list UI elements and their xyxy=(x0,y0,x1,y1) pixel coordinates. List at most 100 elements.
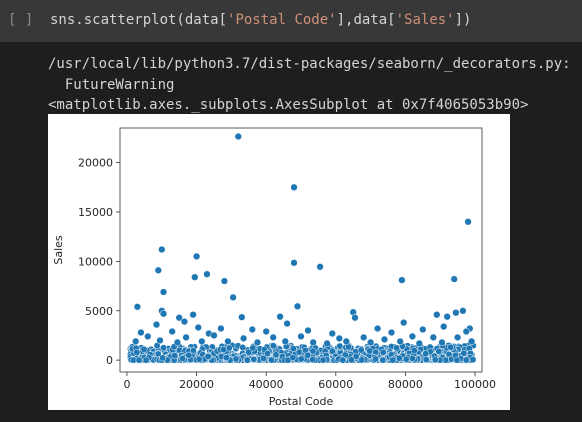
scatter-point xyxy=(189,311,197,319)
scatter-plot: 0 20000 40000 60000 80000 100000 0 5000 10000 15… xyxy=(48,114,510,410)
scatter-point xyxy=(281,337,289,346)
scatter-point xyxy=(396,337,404,346)
scatter-point xyxy=(335,334,343,343)
scatter-point xyxy=(133,303,142,311)
scatter-point xyxy=(297,355,305,363)
scatter-point xyxy=(295,348,303,356)
scatter-point xyxy=(250,355,258,363)
scatter-point xyxy=(137,328,145,337)
scatter-point xyxy=(263,350,271,358)
scatter-point xyxy=(175,314,183,322)
y-axis-label: Sales xyxy=(52,235,65,265)
scatter-point xyxy=(272,351,280,359)
scatter-point xyxy=(467,337,476,346)
scatter-point xyxy=(415,339,423,348)
scatter-point xyxy=(395,354,403,362)
scatter-point xyxy=(283,319,291,328)
scatter-point xyxy=(204,353,212,360)
scatter-point xyxy=(316,263,324,271)
scatter-point xyxy=(297,332,305,341)
code-suffix: ]) xyxy=(454,12,472,28)
scatter-points xyxy=(127,132,477,364)
scatter-point xyxy=(220,346,228,354)
scatter-point xyxy=(304,326,312,335)
scatter-point xyxy=(435,347,443,355)
axes-repr: <matplotlib.axes._subplots.AxesSubplot a… xyxy=(48,97,529,113)
scatter-point xyxy=(249,344,257,352)
scatter-point xyxy=(232,355,240,363)
scatter-point xyxy=(179,355,186,363)
scatter-point xyxy=(168,327,176,336)
scatter-point xyxy=(195,355,203,363)
run-cell-button[interactable]: [ ] xyxy=(8,12,34,28)
x-axis-label: Postal Code xyxy=(269,395,334,408)
scatter-point xyxy=(469,356,477,364)
scatter-point xyxy=(238,313,246,321)
scatter-point xyxy=(380,335,389,344)
scatter-point xyxy=(304,351,312,359)
scatter-point xyxy=(453,333,462,342)
scatter-point xyxy=(293,302,302,310)
scatter-point xyxy=(450,275,458,283)
scatter-point xyxy=(443,313,451,321)
scatter-point xyxy=(159,310,168,318)
scatter-point xyxy=(156,336,164,345)
scatter-point xyxy=(328,329,336,338)
y-tick-label: 5000 xyxy=(85,305,113,318)
scatter-point xyxy=(393,344,401,352)
scatter-point xyxy=(438,338,446,347)
scatter-point xyxy=(276,313,284,321)
x-tick-label: 20000 xyxy=(179,378,214,391)
scatter-point xyxy=(431,356,439,364)
scatter-point xyxy=(366,338,375,347)
code-prefix: sns.scatterplot(data[ xyxy=(50,12,228,28)
scatter-point xyxy=(234,132,242,141)
warning-path: /usr/local/lib/python3.7/dist-packages/s… xyxy=(48,56,571,72)
scatter-point xyxy=(182,333,190,342)
axes-frame xyxy=(119,127,483,373)
scatter-point xyxy=(419,325,427,334)
scatter-point xyxy=(140,345,148,353)
x-tick-label: 100000 xyxy=(454,378,496,391)
x-axis-ticks: 0 20000 40000 60000 80000 100000 xyxy=(123,372,496,391)
scatter-point xyxy=(309,356,317,364)
code-string-postal: 'Postal Code' xyxy=(227,12,337,28)
scatter-point xyxy=(459,307,467,315)
scatter-point xyxy=(269,342,277,350)
x-tick-label: 40000 xyxy=(249,378,284,391)
scatter-point xyxy=(379,348,387,356)
y-axis-ticks: 0 5000 10000 15000 20000 xyxy=(78,157,120,367)
scatter-point xyxy=(229,293,237,302)
scatter-point xyxy=(440,322,448,331)
scatter-point xyxy=(379,356,387,364)
scatter-point xyxy=(342,337,350,346)
scatter-point xyxy=(159,354,167,362)
scatter-point xyxy=(289,354,297,362)
scatter-point xyxy=(133,348,141,356)
scatter-point xyxy=(347,356,355,364)
scatter-point xyxy=(372,355,380,363)
scatter-point xyxy=(180,317,189,326)
x-tick-label: 60000 xyxy=(318,378,353,391)
scatter-point xyxy=(210,331,218,340)
code-string-sales: 'Sales' xyxy=(395,12,455,28)
scatter-point xyxy=(460,349,468,357)
scatter-point xyxy=(171,352,179,360)
scatter-point xyxy=(248,325,256,334)
scatter-point xyxy=(152,320,161,329)
scatter-point xyxy=(373,324,382,333)
scatter-point xyxy=(224,337,232,346)
scatter-point xyxy=(323,339,331,348)
scatter-point xyxy=(132,337,140,346)
scatter-point xyxy=(239,334,248,343)
scatter-plot-svg: 0 20000 40000 60000 80000 100000 0 5000 10000 15… xyxy=(52,127,496,408)
scatter-point xyxy=(408,354,416,362)
scatter-point xyxy=(433,311,441,319)
scatter-point xyxy=(135,356,143,364)
scatter-point xyxy=(408,332,417,341)
scatter-point xyxy=(269,333,277,342)
scatter-point xyxy=(198,337,206,346)
scatter-point xyxy=(158,245,166,254)
code-input[interactable]: sns.scatterplot(data['Postal Code'],data… xyxy=(50,12,471,28)
